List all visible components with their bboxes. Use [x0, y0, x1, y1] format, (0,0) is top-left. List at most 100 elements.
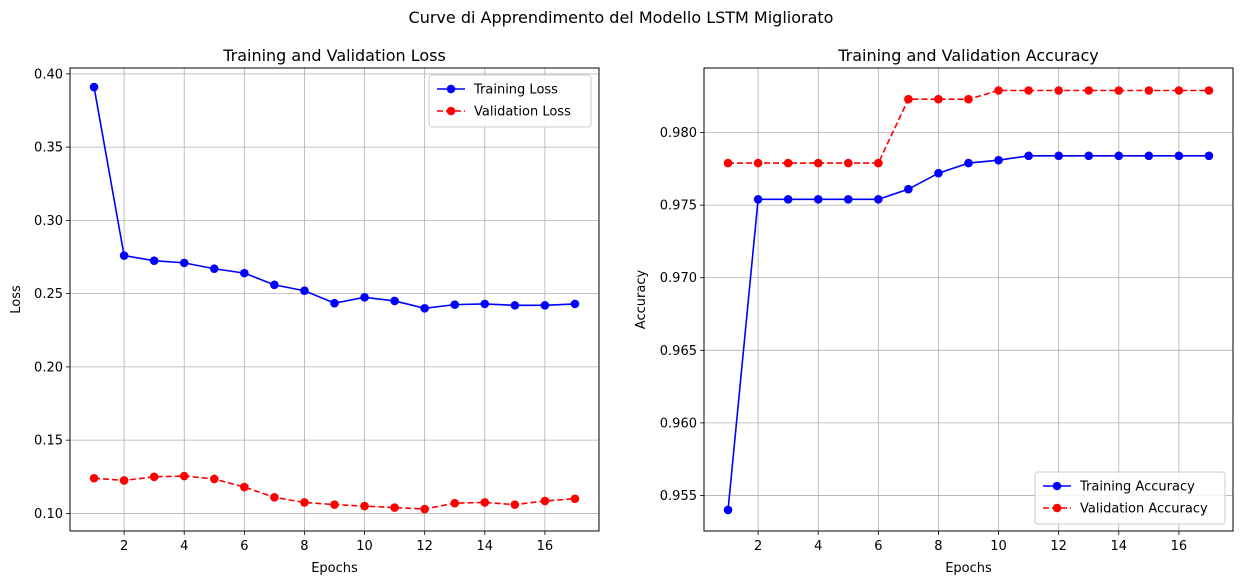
data-point — [540, 301, 550, 310]
data-point — [330, 298, 339, 308]
data-point — [1114, 86, 1124, 95]
legend: Training Loss Validation Loss — [428, 74, 592, 128]
data-point — [723, 158, 733, 168]
x-tick-label: 10 — [990, 539, 1007, 554]
data-point — [964, 94, 973, 104]
legend-label: Validation Loss — [474, 105, 571, 120]
data-point — [904, 184, 913, 194]
data-point — [149, 472, 159, 482]
x-tick-label: 4 — [180, 539, 188, 554]
plot-frame — [69, 67, 600, 532]
data-point — [450, 300, 460, 309]
data-point — [300, 498, 309, 507]
data-point — [360, 293, 369, 302]
data-point — [994, 86, 1003, 95]
data-point — [149, 256, 159, 265]
data-point — [1084, 151, 1094, 161]
data-point — [420, 504, 429, 514]
data-point — [360, 501, 369, 511]
data-point — [510, 301, 520, 310]
data-point — [753, 195, 763, 204]
data-point — [813, 195, 823, 204]
series-line-1 — [727, 155, 1209, 511]
x-tick-label: 2 — [754, 539, 762, 554]
y-tick-label: 0.20 — [34, 360, 63, 375]
data-point — [964, 158, 973, 168]
data-point — [570, 299, 580, 309]
data-point — [390, 296, 399, 306]
data-point — [1084, 86, 1094, 95]
data-point — [1054, 86, 1063, 95]
data-point — [119, 251, 129, 260]
data-point — [1204, 86, 1214, 95]
data-point — [300, 286, 309, 296]
chart-2: 2 4 6 8 10 12 14 16 0.955 0.960 0.965 0.970 0.975 0.9… — [634, 46, 1234, 576]
data-point — [209, 474, 219, 484]
data-point — [934, 94, 943, 104]
x-tick-label: 4 — [814, 539, 822, 554]
data-point — [1174, 86, 1184, 95]
data-point — [330, 500, 339, 509]
data-point — [119, 476, 129, 485]
data-point — [874, 158, 883, 168]
x-tick-label: 6 — [240, 539, 248, 554]
legend-marker — [1052, 481, 1062, 491]
x-tick-label: 8 — [934, 539, 942, 554]
data-point — [783, 195, 793, 204]
data-point — [1114, 151, 1124, 161]
data-point — [179, 258, 189, 268]
data-point — [179, 471, 189, 481]
data-point — [753, 158, 763, 168]
legend-box — [1034, 471, 1226, 525]
chart-1: 2 4 6 8 10 12 14 16 0.10 0.15 0.20 0.25 0.30 0.35 0.40… — [9, 46, 600, 576]
y-tick-label: 0.960 — [660, 416, 697, 431]
data-point — [1054, 151, 1063, 161]
y-axis-label: Loss — [9, 285, 24, 314]
legend-label: Training Loss — [473, 83, 558, 98]
legend-label: Training Accuracy — [1079, 480, 1195, 495]
legend-box — [428, 74, 592, 128]
data-point — [934, 168, 943, 178]
data-point — [270, 493, 279, 502]
data-point — [89, 473, 99, 483]
y-tick-label: 0.955 — [660, 489, 697, 504]
data-point — [420, 303, 429, 313]
legend-marker — [446, 106, 456, 116]
data-point — [1204, 151, 1214, 161]
data-point — [994, 155, 1003, 165]
x-tick-label: 16 — [537, 539, 554, 554]
data-point — [843, 195, 853, 204]
data-point — [1144, 86, 1154, 95]
x-tick-label: 12 — [1050, 539, 1067, 554]
x-tick-label: 14 — [477, 539, 494, 554]
y-tick-label: 0.965 — [660, 344, 697, 359]
y-tick-label: 0.975 — [660, 199, 697, 214]
data-point — [843, 158, 853, 168]
x-tick-label: 10 — [356, 539, 373, 554]
data-point — [240, 482, 249, 492]
data-point — [874, 195, 883, 204]
data-point — [450, 498, 460, 508]
data-point — [480, 299, 490, 309]
data-point — [240, 268, 249, 278]
y-tick-label: 0.980 — [660, 126, 697, 141]
y-axis-label: Accuracy — [634, 270, 649, 330]
y-tick-label: 0.35 — [34, 141, 63, 156]
data-point — [1024, 151, 1033, 161]
data-point — [1024, 86, 1033, 95]
data-point — [813, 158, 823, 168]
chart-title: Training and Validation Loss — [222, 46, 446, 65]
data-point — [510, 500, 520, 509]
y-tick-label: 0.10 — [34, 507, 63, 522]
x-tick-label: 14 — [1111, 539, 1128, 554]
x-tick-label: 16 — [1171, 539, 1188, 554]
data-point — [570, 494, 580, 504]
data-point — [783, 158, 793, 168]
x-axis-label: Epochs — [945, 561, 992, 576]
legend: Training Accuracy Validation Accuracy — [1034, 471, 1226, 525]
y-tick-label: 0.970 — [660, 271, 697, 286]
data-point — [1144, 151, 1154, 161]
data-point — [540, 496, 550, 506]
